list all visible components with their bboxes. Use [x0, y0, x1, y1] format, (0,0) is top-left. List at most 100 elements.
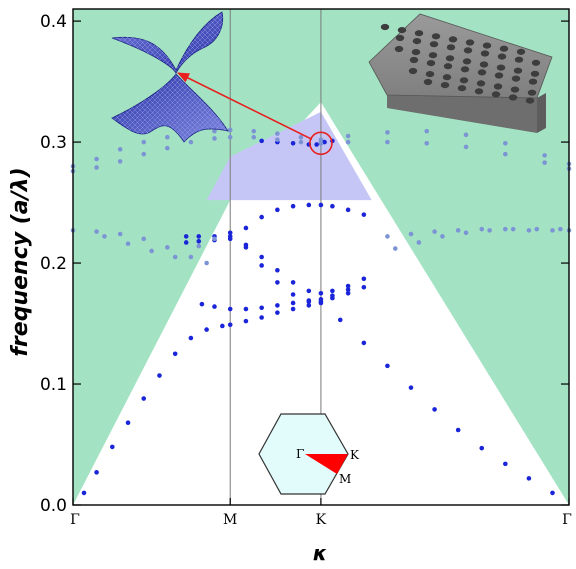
band-point	[306, 202, 312, 208]
band-point	[141, 151, 147, 157]
band-point	[345, 290, 351, 296]
slab-hole	[443, 63, 453, 70]
slab-hole	[394, 45, 404, 53]
band-point	[361, 284, 367, 290]
dirac-point-circle	[309, 131, 333, 156]
band-point	[361, 212, 367, 217]
band-point	[117, 147, 123, 152]
slab-hole	[463, 47, 473, 54]
band-point	[188, 139, 194, 145]
band-point	[322, 139, 327, 145]
slab-hole	[508, 94, 518, 101]
slab-hole	[425, 71, 435, 78]
band-point	[345, 139, 351, 145]
band-point	[290, 140, 296, 146]
band-point	[306, 303, 312, 308]
band-point	[243, 318, 249, 324]
band-point	[306, 288, 312, 294]
band-point	[416, 240, 422, 245]
band-point	[94, 156, 99, 162]
band-point	[183, 234, 189, 239]
band-point	[188, 335, 194, 341]
band-point	[220, 323, 225, 329]
slab-hole	[479, 61, 489, 68]
x-axis-title: κ	[313, 541, 327, 565]
band-point	[385, 234, 390, 239]
slab-hole	[408, 67, 418, 75]
band-point	[165, 134, 170, 140]
slab-hole	[460, 66, 470, 73]
band-point	[275, 137, 280, 142]
band-point	[259, 254, 264, 260]
band-point	[165, 245, 170, 250]
band-point	[385, 139, 390, 145]
band-point	[440, 234, 445, 239]
slab-hole	[423, 78, 433, 86]
bz-label-k: K	[350, 448, 360, 462]
brillouin-zone-inset: Γ K M	[258, 413, 360, 495]
y-tick-label: 0.4	[40, 12, 67, 32]
photonic-crystal-slab-inset	[368, 13, 553, 133]
band-point	[463, 132, 469, 138]
band-point	[503, 140, 508, 146]
band-point	[487, 228, 492, 233]
band-point	[290, 203, 296, 209]
band-point	[196, 234, 202, 239]
cone-lower-mesh	[112, 74, 228, 142]
band-point	[125, 241, 131, 246]
slab-hole	[477, 69, 487, 76]
band-point	[251, 128, 257, 134]
band-point	[330, 288, 335, 294]
brillouin-hexagon	[258, 413, 349, 495]
band-point	[204, 260, 209, 266]
band-point	[243, 225, 249, 231]
band-point	[503, 461, 508, 467]
band-point	[392, 246, 398, 251]
slab-hole	[510, 86, 520, 93]
slab-hole	[516, 48, 526, 55]
dirac-arrow	[177, 72, 313, 140]
band-gap-region	[206, 111, 372, 201]
band-point	[361, 276, 367, 282]
band-point	[212, 136, 217, 141]
band-point	[318, 299, 324, 305]
band-point	[275, 207, 280, 213]
band-point	[290, 292, 296, 297]
y-tick-label: 0.2	[40, 254, 67, 274]
band-point	[424, 140, 430, 146]
slab-hole	[414, 30, 424, 37]
band-point	[558, 226, 563, 232]
band-point	[212, 236, 217, 242]
band-point	[275, 310, 280, 315]
band-point	[479, 445, 485, 451]
band-point	[424, 128, 430, 134]
band-point	[290, 300, 296, 306]
slab-hole	[525, 97, 535, 104]
slab-hole	[494, 72, 504, 79]
band-point	[212, 128, 217, 134]
slab-hole	[496, 64, 506, 71]
band-point	[318, 140, 324, 146]
bz-label-gamma: Γ	[296, 447, 304, 461]
slab-hole	[440, 82, 450, 89]
slab-hole	[497, 53, 507, 60]
band-point	[94, 229, 99, 234]
band-point	[526, 476, 532, 481]
band-point	[542, 160, 547, 165]
band-point	[157, 373, 162, 378]
band-point	[94, 165, 99, 170]
band-point	[172, 351, 178, 357]
band-point	[503, 151, 508, 157]
band-point	[345, 287, 351, 292]
band-point	[110, 444, 115, 450]
slab-side-right	[537, 93, 546, 133]
band-point	[243, 306, 249, 312]
band-point	[227, 127, 233, 133]
slab-hole	[429, 41, 439, 48]
slab-hole	[431, 33, 441, 40]
band-point	[117, 159, 123, 164]
slab-top-face	[368, 13, 553, 99]
band-point	[141, 236, 147, 242]
band-point	[408, 385, 414, 390]
